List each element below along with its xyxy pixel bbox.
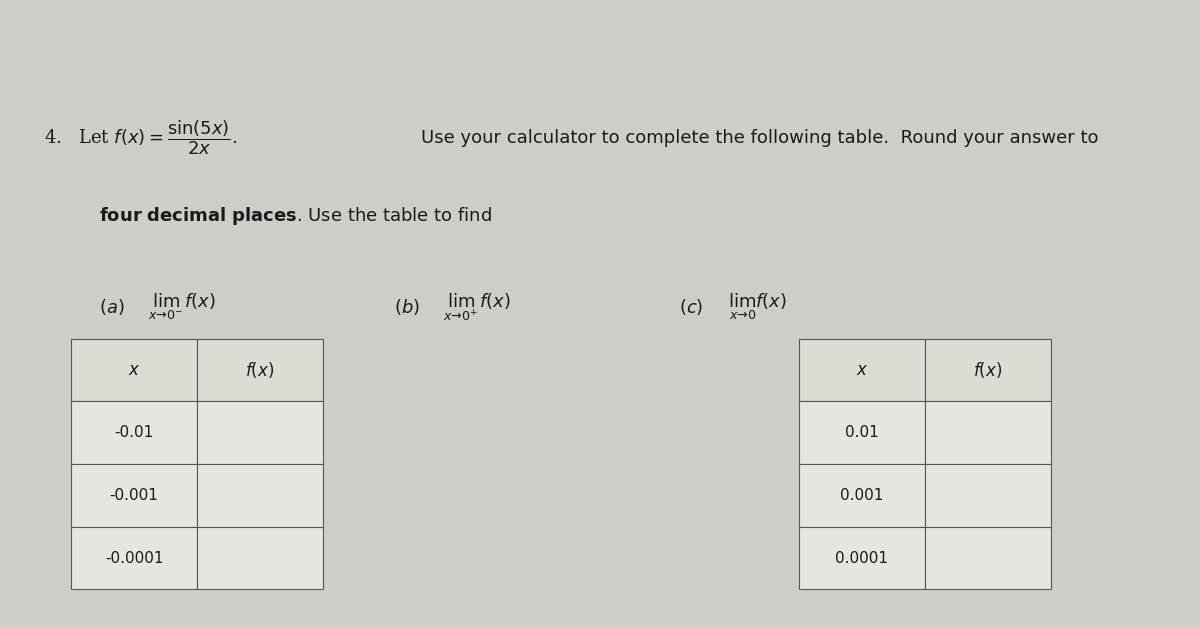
Text: $\lim_{x \to 0} f(x)$: $\lim_{x \to 0} f(x)$ [728,292,787,322]
Text: $\lim_{x \to 0^{+}} f(x)$: $\lim_{x \to 0^{+}} f(x)$ [443,292,511,323]
Text: $(c)$: $(c)$ [678,297,703,317]
Text: $f(x)$: $f(x)$ [973,360,1002,380]
FancyBboxPatch shape [925,527,1051,589]
Text: $\mathbf{four\ decimal\ places}$. Use the table to find: $\mathbf{four\ decimal\ places}$. Use th… [98,205,492,228]
FancyBboxPatch shape [71,527,197,589]
FancyBboxPatch shape [925,464,1051,527]
Text: -0.001: -0.001 [109,488,158,503]
Text: -0.0001: -0.0001 [104,551,163,566]
Text: $x$: $x$ [856,361,868,379]
Text: Use your calculator to complete the following table.  Round your answer to: Use your calculator to complete the foll… [421,129,1099,147]
FancyBboxPatch shape [799,464,925,527]
FancyBboxPatch shape [197,339,323,401]
Text: -0.01: -0.01 [114,425,154,440]
Text: 0.0001: 0.0001 [835,551,888,566]
Text: 0.001: 0.001 [840,488,883,503]
FancyBboxPatch shape [197,527,323,589]
FancyBboxPatch shape [925,401,1051,464]
FancyBboxPatch shape [197,464,323,527]
FancyBboxPatch shape [197,401,323,464]
FancyBboxPatch shape [799,401,925,464]
FancyBboxPatch shape [925,339,1051,401]
Text: $\lim_{x \to 0^{-}} f(x)$: $\lim_{x \to 0^{-}} f(x)$ [148,292,216,322]
FancyBboxPatch shape [799,339,925,401]
FancyBboxPatch shape [71,339,197,401]
Text: $f(x)$: $f(x)$ [245,360,275,380]
Text: 0.01: 0.01 [845,425,878,440]
Text: $(a)$: $(a)$ [98,297,124,317]
FancyBboxPatch shape [71,401,197,464]
Text: $(b)$: $(b)$ [394,297,420,317]
Text: 4.   Let $f(x) = \dfrac{\sin(5x)}{2x}$.: 4. Let $f(x) = \dfrac{\sin(5x)}{2x}$. [43,119,238,157]
FancyBboxPatch shape [799,527,925,589]
Text: $x$: $x$ [128,361,140,379]
FancyBboxPatch shape [71,464,197,527]
